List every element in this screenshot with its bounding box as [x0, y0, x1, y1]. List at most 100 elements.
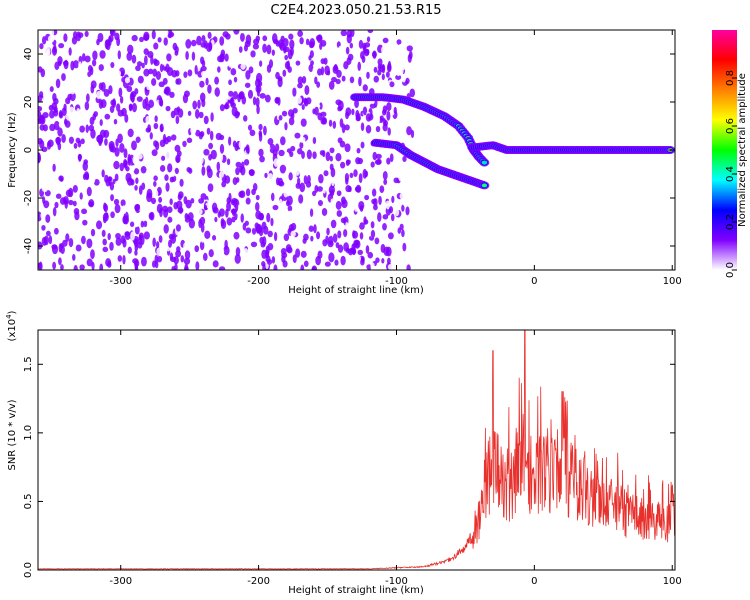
noise-blob	[152, 189, 159, 199]
noise-blob	[152, 68, 158, 77]
noise-blob	[405, 206, 410, 216]
noise-blob	[141, 147, 147, 154]
noise-blob	[231, 216, 236, 223]
noise-blob	[228, 60, 234, 68]
noise-blob	[400, 63, 406, 71]
noise-blob	[235, 247, 241, 257]
noise-blob	[303, 98, 309, 107]
noise-blob	[365, 124, 372, 134]
noise-blob	[135, 177, 139, 184]
noise-blob	[113, 160, 120, 170]
noise-blob	[77, 32, 84, 38]
noise-blob	[90, 228, 96, 237]
noise-blob	[62, 209, 67, 217]
noise-blob	[116, 37, 121, 47]
noise-blob	[104, 138, 108, 146]
noise-blob	[232, 177, 238, 186]
noise-blob	[61, 163, 68, 170]
noise-blob	[185, 39, 192, 49]
noise-blob	[110, 61, 115, 68]
noise-blob	[336, 210, 343, 217]
noise-blob	[408, 159, 413, 168]
noise-blob	[68, 136, 74, 144]
noise-blob	[411, 221, 416, 230]
noise-blob	[196, 35, 202, 46]
noise-blob	[101, 169, 105, 178]
noise-blob	[385, 71, 390, 78]
noise-blob	[352, 248, 357, 255]
noise-blob	[247, 124, 253, 131]
noise-blob	[109, 30, 115, 36]
noise-blob	[49, 110, 55, 119]
noise-blob	[314, 106, 319, 116]
noise-blob	[63, 103, 67, 112]
noise-blob	[270, 192, 275, 202]
noise-blob	[321, 124, 328, 130]
noise-blob	[341, 123, 346, 134]
noise-blob	[381, 45, 387, 55]
noise-blob	[184, 266, 189, 270]
noise-blob	[226, 217, 233, 226]
noise-blob	[207, 31, 212, 39]
noise-blob	[97, 32, 104, 43]
noise-blob	[238, 140, 244, 149]
noise-blob	[55, 193, 62, 199]
noise-blob	[218, 97, 223, 107]
noise-blob	[355, 157, 361, 165]
noise-blob	[153, 180, 157, 187]
noise-blob	[199, 240, 205, 251]
noise-blob	[173, 256, 179, 265]
noise-blob	[82, 161, 88, 171]
noise-blob	[165, 105, 171, 112]
noise-blob	[261, 67, 268, 76]
noise-blob	[55, 78, 61, 89]
noise-blob	[317, 68, 323, 76]
noise-blob	[79, 192, 83, 200]
noise-blob	[134, 265, 139, 270]
noise-blob	[351, 139, 357, 147]
noise-blob	[214, 216, 218, 223]
noise-blob	[335, 78, 341, 85]
noise-blob	[315, 255, 322, 266]
colorbar-tick-label: 0.2	[725, 214, 736, 230]
noise-blob	[262, 43, 267, 53]
x-tick-label: -300	[109, 576, 132, 587]
noise-blob	[108, 176, 112, 187]
noise-blob	[65, 233, 70, 242]
noise-blob	[343, 229, 348, 238]
noise-blob	[343, 61, 349, 70]
noise-blob	[396, 39, 402, 45]
noise-blob	[85, 93, 90, 103]
noise-blob	[300, 264, 305, 270]
noise-blob	[338, 182, 344, 189]
noise-blob	[278, 39, 284, 49]
noise-blob	[377, 58, 383, 66]
noise-blob	[332, 139, 339, 145]
noise-blob	[38, 105, 43, 112]
lower_branch-core	[482, 184, 487, 187]
noise-blob	[182, 140, 187, 147]
snr-marks	[38, 330, 675, 570]
snr-x-ticks: -300 -200 -100 0 100	[109, 330, 682, 587]
snr-panel: -300 -200 -100 0 100 0.0 0.5 1.0 1.5 Height of …	[5, 310, 682, 596]
noise-blob	[163, 209, 169, 218]
noise-blob	[81, 235, 86, 245]
noise-blob	[395, 185, 399, 194]
noise-blob	[301, 104, 305, 110]
noise-blob	[73, 265, 78, 270]
noise-blob	[138, 141, 143, 150]
noise-blob	[381, 109, 387, 116]
noise-blob	[127, 246, 132, 254]
noise-blob	[245, 188, 251, 197]
noise-blob	[210, 112, 214, 122]
noise-blob	[58, 175, 64, 182]
noise-blob	[390, 213, 395, 222]
noise-blob	[82, 173, 87, 180]
noise-blob	[159, 63, 164, 73]
noise-blob	[308, 225, 314, 232]
noise-blob	[264, 144, 271, 152]
spectrogram-y-label: Frequency (Hz)	[7, 112, 18, 188]
noise-blob	[402, 75, 406, 83]
noise-blob	[112, 224, 117, 232]
noise-blob	[38, 153, 41, 163]
